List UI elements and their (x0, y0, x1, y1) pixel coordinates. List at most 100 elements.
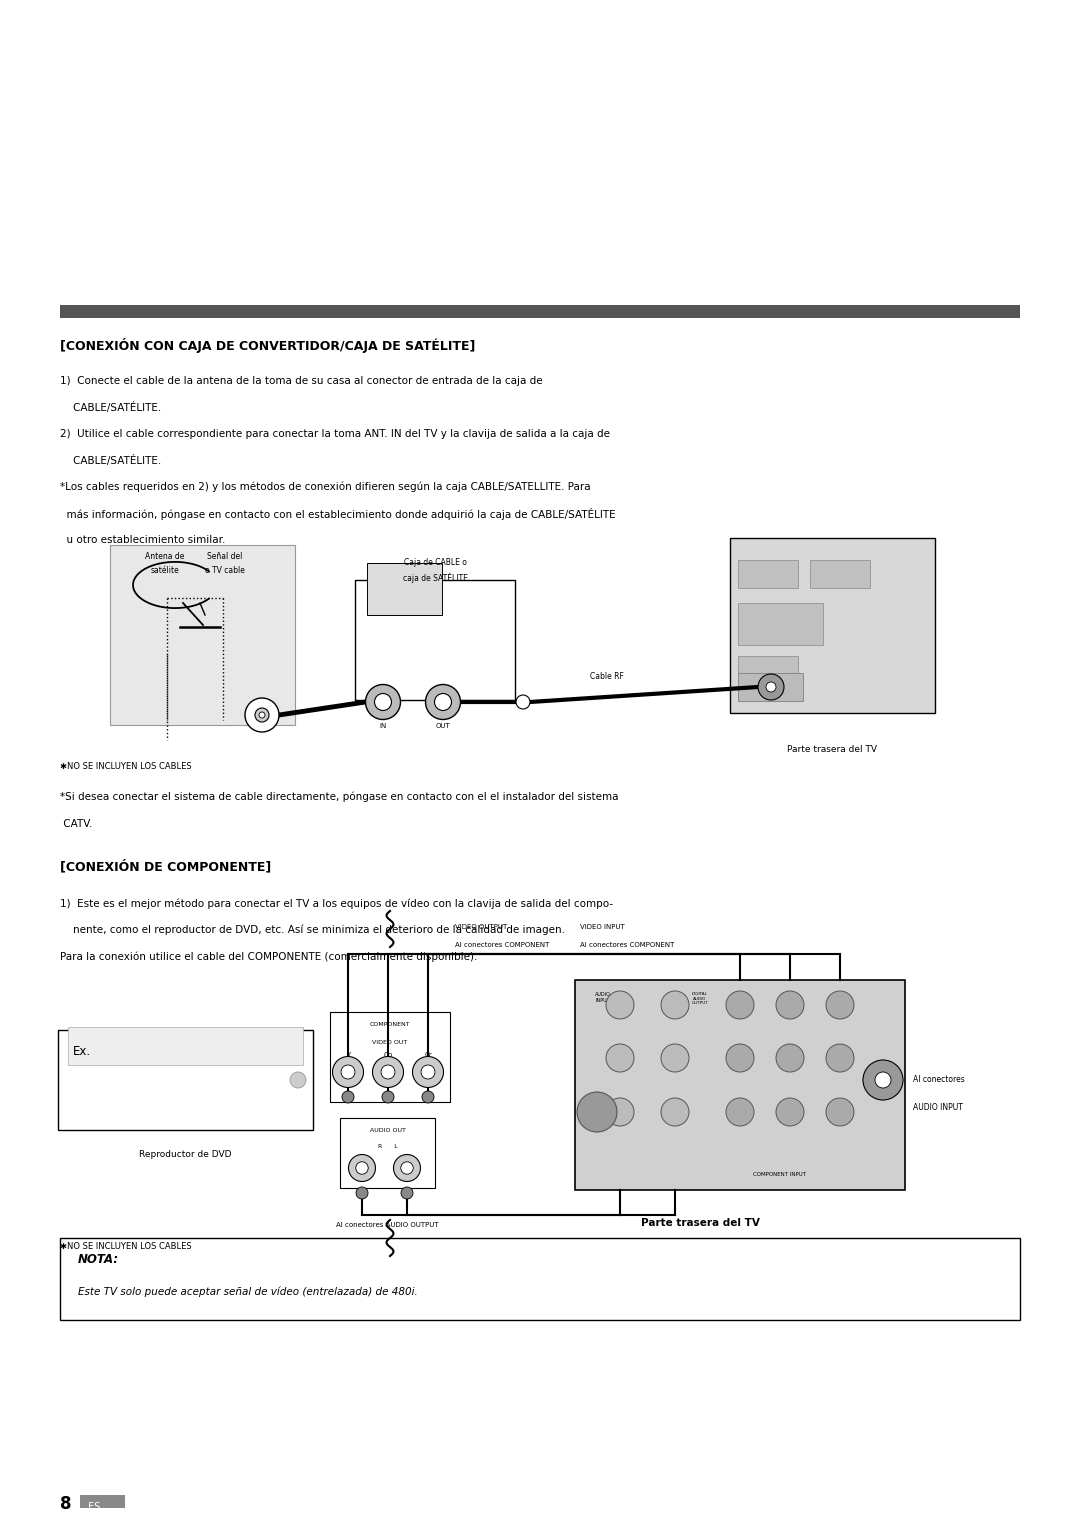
Bar (58, 1030, 313, 1131)
Text: VIDEO OUTPUT: VIDEO OUTPUT (455, 924, 508, 931)
Circle shape (373, 1056, 404, 1088)
Bar (330, 1012, 450, 1102)
Text: AUDIO INPUT: AUDIO INPUT (913, 1103, 963, 1111)
Text: Antena de: Antena de (146, 552, 185, 561)
Text: 1)  Conecte el cable de la antena de la toma de su casa al conector de entrada d: 1) Conecte el cable de la antena de la t… (60, 376, 542, 387)
Circle shape (777, 1044, 804, 1073)
Circle shape (375, 694, 391, 711)
Text: Y: Y (346, 1051, 350, 1057)
Text: NOTA:: NOTA: (78, 1253, 119, 1267)
Text: Señal del: Señal del (207, 552, 243, 561)
Text: CATV.: CATV. (60, 819, 93, 828)
Circle shape (766, 681, 777, 692)
Circle shape (826, 992, 854, 1019)
Circle shape (381, 1065, 395, 1079)
Circle shape (356, 1187, 368, 1199)
Circle shape (863, 1060, 903, 1100)
Text: u otro establecimiento similar.: u otro establecimiento similar. (60, 535, 226, 545)
Text: Cb: Cb (383, 1051, 392, 1057)
Bar (575, 979, 905, 1190)
Text: caja de SATÉLITE: caja de SATÉLITE (403, 571, 468, 582)
Circle shape (661, 1044, 689, 1073)
Circle shape (726, 1099, 754, 1126)
Text: CABLE/SATÉLITE.: CABLE/SATÉLITE. (60, 455, 161, 466)
Circle shape (421, 1065, 435, 1079)
Circle shape (365, 685, 401, 720)
Text: 2)  Utilice el cable correspondiente para conectar la toma ANT. IN del TV y la c: 2) Utilice el cable correspondiente para… (60, 429, 610, 439)
Circle shape (259, 712, 265, 718)
Circle shape (245, 698, 279, 732)
Circle shape (726, 992, 754, 1019)
Circle shape (434, 694, 451, 711)
Circle shape (516, 695, 530, 709)
Circle shape (422, 1091, 434, 1103)
Text: COMPONENT INPUT: COMPONENT INPUT (753, 1172, 806, 1177)
Bar (730, 538, 935, 714)
Text: Cr: Cr (424, 1051, 432, 1057)
Circle shape (606, 1044, 634, 1073)
Bar (80, 1494, 125, 1508)
Circle shape (777, 1099, 804, 1126)
Circle shape (661, 992, 689, 1019)
Text: Al conectores: Al conectores (913, 1074, 964, 1083)
Text: Caja de CABLE o: Caja de CABLE o (404, 558, 467, 567)
Text: VIDEO INPUT: VIDEO INPUT (580, 924, 624, 931)
Text: VIDEO OUT: VIDEO OUT (373, 1041, 407, 1045)
Circle shape (826, 1044, 854, 1073)
Text: [CONEXIÓN CON CAJA DE CONVERTIDOR/CAJA DE SATÉLITE]: [CONEXIÓN CON CAJA DE CONVERTIDOR/CAJA D… (60, 338, 475, 353)
Text: R      L: R L (378, 1144, 397, 1149)
Text: IN: IN (379, 723, 387, 729)
Bar (738, 656, 798, 698)
Text: ES: ES (87, 1502, 100, 1513)
Circle shape (349, 1155, 376, 1181)
Text: CABLE/SATÉLITE.: CABLE/SATÉLITE. (60, 402, 161, 414)
Circle shape (393, 1155, 420, 1181)
Circle shape (606, 1099, 634, 1126)
Text: COMPONENT: COMPONENT (369, 1022, 410, 1027)
Circle shape (577, 1093, 617, 1132)
Text: o TV cable: o TV cable (205, 565, 245, 575)
Circle shape (355, 1161, 368, 1174)
Bar (355, 581, 515, 700)
Text: ✱NO SE INCLUYEN LOS CABLES: ✱NO SE INCLUYEN LOS CABLES (60, 762, 191, 772)
Text: Para la conexión utilice el cable del COMPONENTE (comercialmente disponible).: Para la conexión utilice el cable del CO… (60, 950, 477, 961)
Circle shape (426, 685, 460, 720)
Text: Al conectores COMPONENT: Al conectores COMPONENT (580, 941, 674, 947)
Text: 1)  Este es el mejor método para conectar el TV a los equipos de vídeo con la cl: 1) Este es el mejor método para conectar… (60, 898, 613, 909)
Text: OUT: OUT (435, 723, 450, 729)
Bar (738, 604, 823, 645)
Text: Parte trasera del TV: Parte trasera del TV (640, 1218, 760, 1229)
Text: ✱NO SE INCLUYEN LOS CABLES: ✱NO SE INCLUYEN LOS CABLES (60, 1242, 191, 1251)
Circle shape (777, 992, 804, 1019)
Text: más información, póngase en contacto con el establecimiento donde adquirió la ca: más información, póngase en contacto con… (60, 509, 616, 521)
Text: Reproductor de DVD: Reproductor de DVD (139, 1151, 232, 1160)
Bar (68, 1027, 303, 1065)
Bar (60, 1238, 1020, 1320)
Circle shape (382, 1091, 394, 1103)
Text: satélite: satélite (150, 565, 179, 575)
Circle shape (726, 1044, 754, 1073)
Circle shape (413, 1056, 444, 1088)
Bar (110, 545, 295, 724)
Circle shape (333, 1056, 364, 1088)
Circle shape (341, 1065, 355, 1079)
Text: Parte trasera del TV: Parte trasera del TV (787, 746, 877, 753)
Circle shape (401, 1161, 414, 1174)
Text: Al conectores AUDIO OUTPUT: Al conectores AUDIO OUTPUT (336, 1222, 438, 1229)
Text: nente, como el reproductor de DVD, etc. Así se minimiza el deterioro de la calid: nente, como el reproductor de DVD, etc. … (60, 924, 565, 935)
Circle shape (255, 707, 269, 723)
Text: AUDIO
INPUT: AUDIO INPUT (595, 992, 611, 1002)
Text: *Los cables requeridos en 2) y los métodos de conexión difieren según la caja CA: *Los cables requeridos en 2) y los métod… (60, 481, 591, 492)
Circle shape (661, 1099, 689, 1126)
Bar (367, 562, 442, 614)
Circle shape (875, 1073, 891, 1088)
Bar (60, 306, 1020, 318)
Text: 8: 8 (60, 1494, 71, 1513)
Text: *Si desea conectar el sistema de cable directamente, póngase en contacto con el : *Si desea conectar el sistema de cable d… (60, 792, 619, 802)
Text: Al conectores COMPONENT: Al conectores COMPONENT (455, 941, 550, 947)
Bar (738, 559, 798, 588)
Text: Ex.: Ex. (73, 1045, 91, 1057)
Bar (810, 559, 870, 588)
Text: Este TV solo puede aceptar señal de vídeo (entrelazada) de 480i.: Este TV solo puede aceptar señal de víde… (78, 1287, 418, 1296)
Circle shape (758, 674, 784, 700)
